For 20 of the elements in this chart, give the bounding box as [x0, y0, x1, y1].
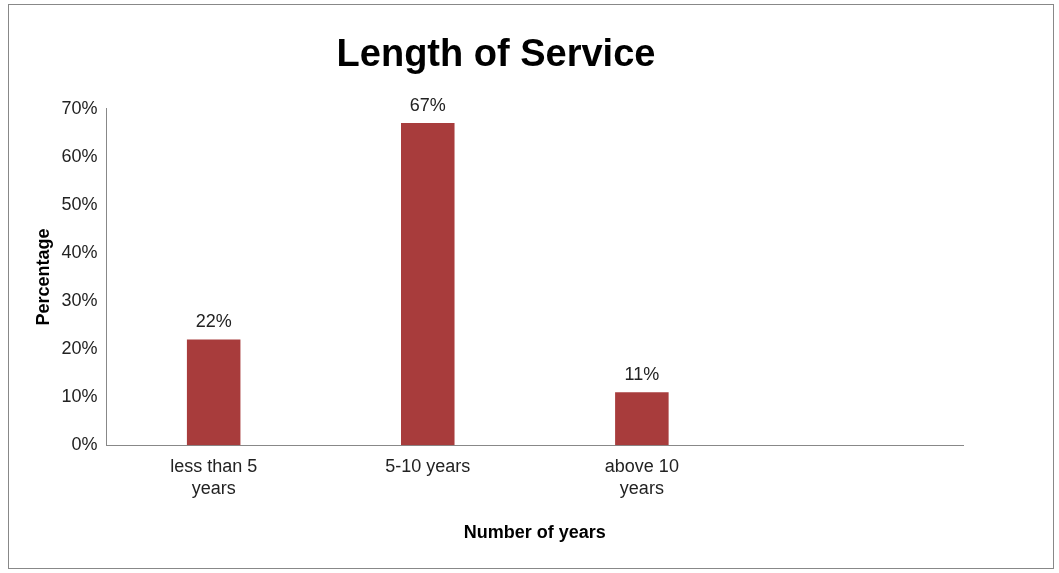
x-axis-title: Number of years — [463, 522, 606, 543]
x-tick-label: above 10 years — [604, 455, 679, 498]
data-label: 67% — [409, 94, 446, 115]
bar — [186, 339, 241, 446]
y-tick-label: 50% — [61, 193, 98, 214]
y-tick-label: 40% — [61, 241, 98, 262]
bar — [401, 123, 455, 446]
y-tick-label: 60% — [61, 145, 98, 166]
y-tick-label: 30% — [61, 289, 98, 310]
bar — [615, 392, 669, 446]
chart-title: Length of Service — [336, 32, 656, 75]
y-tick-label: 10% — [61, 386, 98, 407]
x-tick-label: 5-10 years — [385, 455, 471, 476]
x-tick-label: less than 5 years — [170, 455, 258, 498]
y-axis-title: Percentage — [32, 228, 53, 326]
y-tick-label: 70% — [61, 97, 98, 118]
data-label: 11% — [624, 364, 660, 385]
data-label: 22% — [195, 311, 232, 332]
y-tick-label: 0% — [71, 434, 98, 455]
y-tick-label: 20% — [61, 338, 98, 358]
